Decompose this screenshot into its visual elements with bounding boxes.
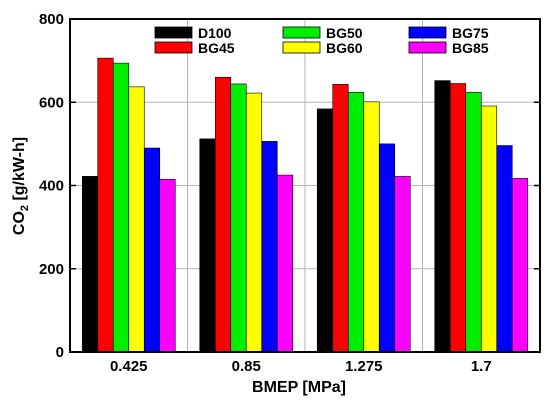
legend-label-bg50: BG50	[326, 25, 363, 41]
bar-d100-3	[434, 80, 451, 353]
y-axis-label-main: CO	[11, 211, 28, 235]
bar-bg75-3	[496, 145, 513, 353]
y-tick-label: 0	[56, 344, 64, 361]
x-tick-label: 0.85	[232, 358, 261, 375]
legend-swatch-d100	[154, 26, 193, 39]
bar-d100-1	[199, 138, 216, 353]
bar-bg75-2	[378, 143, 396, 353]
bar-bg60-3	[480, 105, 498, 353]
bar-bg85-0	[159, 178, 176, 353]
bar-bg60-1	[245, 92, 263, 353]
bar-bg60-0	[128, 86, 145, 353]
y-axis-label: CO2 [g/kW-h]	[11, 137, 31, 235]
bars	[81, 57, 529, 353]
bar-bg45-1	[214, 76, 232, 353]
legend-swatch-bg85	[408, 41, 447, 54]
bar-bg50-3	[465, 91, 482, 353]
bar-d100-0	[81, 176, 99, 353]
y-axis-label-subscript: 2	[19, 205, 31, 211]
legend-swatch-bg60	[282, 41, 321, 54]
y-tick-label: 600	[39, 94, 64, 111]
legend-label-bg60: BG60	[326, 40, 363, 56]
y-tick-label: 200	[39, 261, 64, 278]
bar-bg45-2	[332, 84, 349, 353]
x-tick-label: 1.7	[471, 358, 492, 375]
bar-bg50-2	[347, 91, 365, 353]
bar-bg45-3	[449, 83, 467, 353]
bar-bg85-3	[511, 178, 529, 353]
x-axis-label: BMEP [MPa]	[252, 379, 346, 396]
legend-label-bg45: BG45	[198, 40, 235, 56]
bar-bg50-0	[112, 62, 130, 353]
bar-bg50-1	[230, 83, 247, 353]
y-tick-label: 800	[39, 11, 64, 28]
legend-swatch-bg45	[154, 41, 193, 54]
bar-bg45-0	[97, 57, 114, 353]
x-tick-label: 0.425	[110, 358, 148, 375]
y-axis-ticks: 0 200 400 600 800	[39, 11, 540, 361]
bar-bg85-1	[276, 174, 294, 353]
bar-bg60-2	[363, 101, 380, 353]
y-axis-label-unit: [g/kW-h]	[11, 137, 28, 205]
bar-bg75-0	[143, 147, 161, 353]
legend-label-bg75: BG75	[452, 25, 489, 41]
x-axis-ticks: 0.425 0.85 1.275 1.7	[110, 358, 492, 375]
x-tick-label: 1.275	[345, 358, 383, 375]
y-tick-label: 400	[39, 178, 64, 195]
legend-label-d100: D100	[198, 25, 232, 41]
bar-bg75-1	[261, 141, 278, 353]
legend-label-bg85: BG85	[452, 40, 489, 56]
bar-d100-2	[316, 108, 334, 353]
legend-swatch-bg50	[282, 26, 321, 39]
bar-bg85-2	[394, 176, 411, 353]
legend-swatch-bg75	[408, 26, 447, 39]
